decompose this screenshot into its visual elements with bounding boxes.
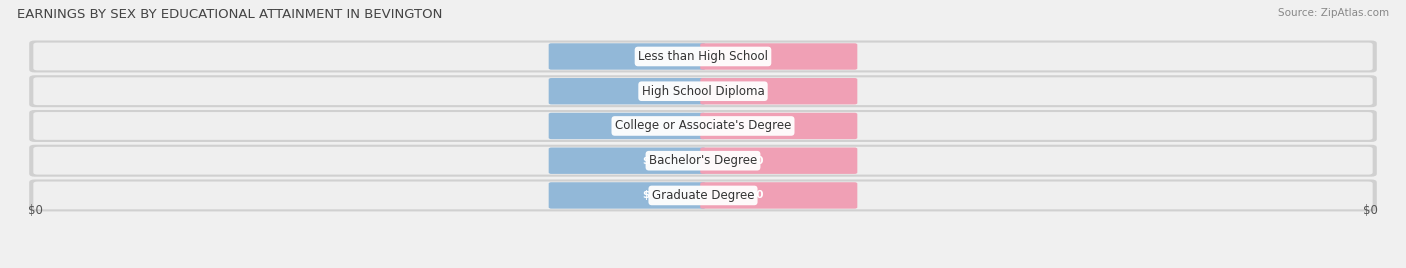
FancyBboxPatch shape <box>548 147 706 174</box>
Text: Source: ZipAtlas.com: Source: ZipAtlas.com <box>1278 8 1389 18</box>
FancyBboxPatch shape <box>700 78 858 105</box>
FancyBboxPatch shape <box>34 77 1372 105</box>
FancyBboxPatch shape <box>700 113 858 139</box>
Text: High School Diploma: High School Diploma <box>641 85 765 98</box>
FancyBboxPatch shape <box>548 78 706 105</box>
Text: Bachelor's Degree: Bachelor's Degree <box>650 154 756 167</box>
Text: $0: $0 <box>749 86 763 96</box>
Text: $0: $0 <box>643 191 657 200</box>
FancyBboxPatch shape <box>34 147 1372 174</box>
FancyBboxPatch shape <box>700 43 858 70</box>
FancyBboxPatch shape <box>700 182 858 209</box>
FancyBboxPatch shape <box>30 180 1376 211</box>
FancyBboxPatch shape <box>30 75 1376 107</box>
FancyBboxPatch shape <box>548 182 706 209</box>
Text: $0: $0 <box>643 51 657 61</box>
Text: $0: $0 <box>749 121 763 131</box>
FancyBboxPatch shape <box>34 112 1372 140</box>
FancyBboxPatch shape <box>548 43 706 70</box>
Text: $0: $0 <box>749 156 763 166</box>
FancyBboxPatch shape <box>30 145 1376 177</box>
Text: $0: $0 <box>28 204 42 217</box>
Text: $0: $0 <box>643 86 657 96</box>
Text: $0: $0 <box>1364 204 1378 217</box>
FancyBboxPatch shape <box>700 147 858 174</box>
FancyBboxPatch shape <box>30 40 1376 72</box>
Text: $0: $0 <box>643 121 657 131</box>
FancyBboxPatch shape <box>34 43 1372 70</box>
Text: College or Associate's Degree: College or Associate's Degree <box>614 120 792 132</box>
Text: $0: $0 <box>749 191 763 200</box>
Text: Graduate Degree: Graduate Degree <box>652 189 754 202</box>
Text: $0: $0 <box>643 156 657 166</box>
Text: $0: $0 <box>749 51 763 61</box>
FancyBboxPatch shape <box>30 110 1376 142</box>
Text: Less than High School: Less than High School <box>638 50 768 63</box>
FancyBboxPatch shape <box>34 181 1372 209</box>
FancyBboxPatch shape <box>548 113 706 139</box>
Text: EARNINGS BY SEX BY EDUCATIONAL ATTAINMENT IN BEVINGTON: EARNINGS BY SEX BY EDUCATIONAL ATTAINMEN… <box>17 8 443 21</box>
